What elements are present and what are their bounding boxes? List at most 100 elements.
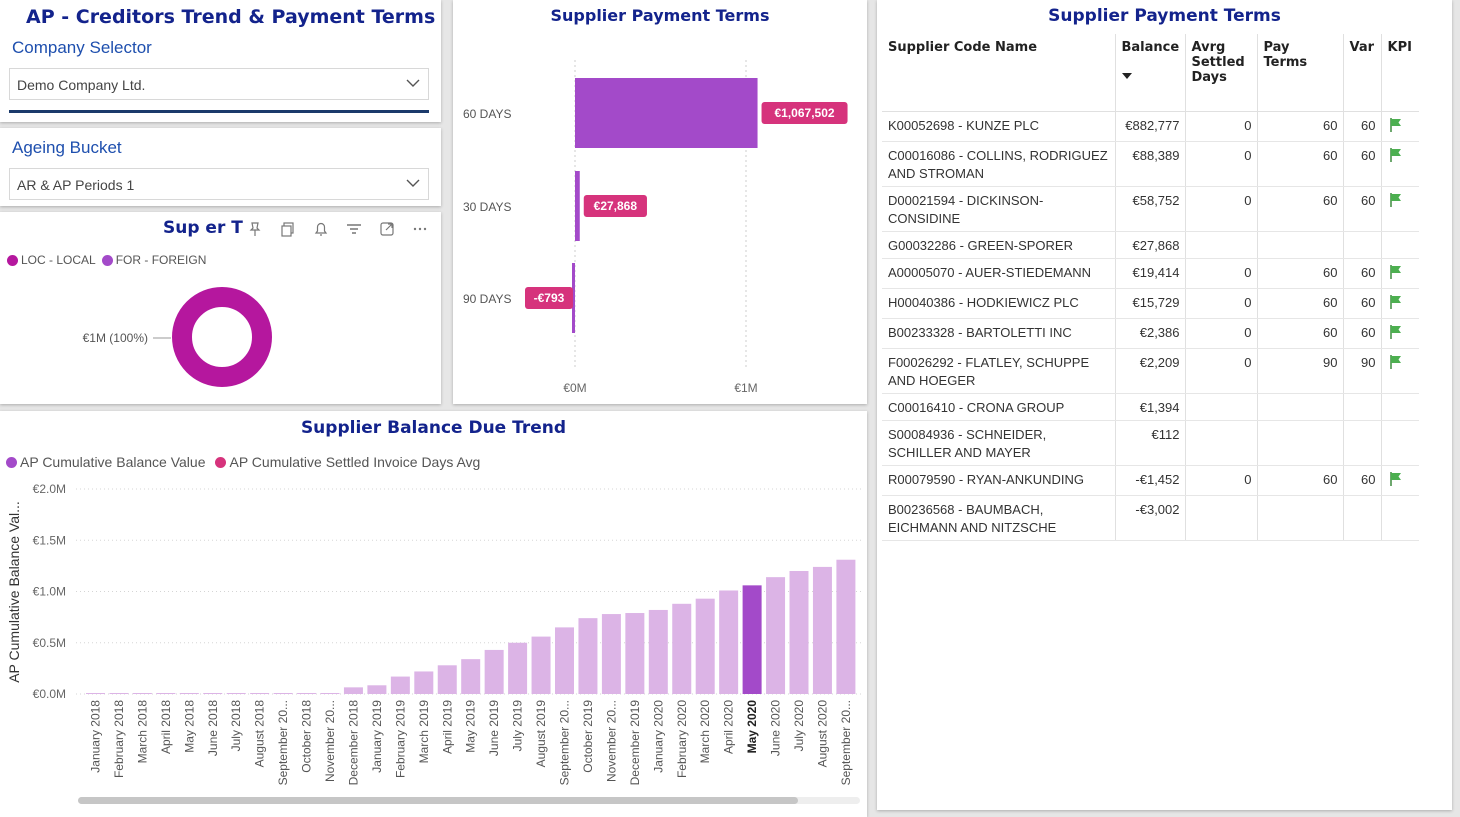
green-flag-icon [1389, 294, 1401, 309]
trend-bar[interactable] [390, 676, 410, 694]
legend-item-settled-days[interactable]: AP Cumulative Settled Invoice Days Avg [215, 454, 480, 470]
table-row[interactable]: A00005070 - AUER-STIEDEMANN €19,414 0 60 60 [882, 258, 1419, 289]
ageing-dropdown[interactable]: AR & AP Periods 1 [9, 168, 429, 200]
table-row[interactable]: R00079590 - RYAN-ANKUNDING -€1,452 0 60 60 [882, 465, 1419, 496]
trend-bar[interactable] [672, 603, 692, 694]
table-title: Supplier Payment Terms [1048, 6, 1281, 26]
avg-settled-days-cell: 0 [1184, 111, 1257, 142]
payment-terms-bar[interactable] [572, 263, 575, 333]
trend-bar[interactable] [320, 693, 340, 694]
var-cell: 60 [1342, 288, 1381, 319]
kpi-cell [1380, 231, 1419, 259]
trend-bar[interactable] [719, 590, 739, 694]
trend-bar[interactable] [367, 685, 387, 694]
header-kpi[interactable]: KPI [1380, 34, 1419, 112]
table-row[interactable]: F00026292 - FLATLEY, SCHUPPE AND HOEGER €… [882, 348, 1419, 394]
trend-bar[interactable] [250, 693, 270, 694]
balance-cell: €112 [1114, 420, 1185, 466]
trend-bar[interactable] [86, 693, 105, 694]
payment-terms-bar[interactable] [575, 171, 580, 241]
legend-item-balance[interactable]: AP Cumulative Balance Value [6, 454, 205, 470]
x-tick-label: €1M [734, 381, 757, 395]
x-tick-label: February 2020 [675, 700, 689, 778]
var-cell [1342, 495, 1381, 541]
trend-bar[interactable] [836, 559, 856, 694]
x-tick-label: June 2019 [487, 700, 501, 756]
company-selector-panel: AP - Creditors Trend & Payment Terms Com… [0, 0, 441, 122]
trend-bar[interactable] [132, 693, 152, 694]
header-balance[interactable]: Balance [1114, 34, 1185, 112]
green-flag-icon [1389, 117, 1401, 132]
more-options-icon[interactable] [411, 220, 431, 238]
table-row[interactable]: D00021594 - DICKINSON-CONSIDINE €58,752 0 6… [882, 186, 1419, 232]
header-var[interactable]: Var [1342, 34, 1381, 112]
copy-icon[interactable] [279, 220, 299, 238]
balance-cell: €15,729 [1114, 288, 1185, 319]
data-label: -€793 [534, 291, 565, 305]
trend-bar[interactable] [461, 659, 481, 694]
company-dropdown-value: Demo Company Ltd. [17, 77, 146, 93]
trend-bar[interactable] [531, 636, 551, 694]
header-avg-settled-days[interactable]: Avrg Settled Days [1184, 34, 1257, 112]
payment-terms-table-panel: Supplier Payment Terms Supplier Code Nam… [877, 0, 1452, 810]
legend-item-foreign[interactable]: FOR - FOREIGN [101, 253, 206, 267]
table-row[interactable]: G00032286 - GREEN-SPORER €27,868 [882, 231, 1419, 259]
trend-bar[interactable] [648, 609, 668, 694]
trend-bar[interactable] [437, 665, 457, 694]
data-label: €1,067,502 [775, 106, 835, 120]
x-tick-label: February 2018 [112, 700, 126, 778]
trend-bar[interactable] [484, 649, 504, 694]
trend-bar[interactable] [578, 618, 598, 694]
trend-bar[interactable] [273, 693, 293, 694]
table-row[interactable]: C00016086 - COLLINS, RODRIGUEZ AND STROM… [882, 141, 1419, 187]
x-tick-label: July 2019 [511, 700, 525, 752]
trend-bar[interactable] [508, 642, 528, 694]
table-row[interactable]: K00052698 - KUNZE PLC €882,777 0 60 60 [882, 111, 1419, 142]
trend-bar[interactable] [601, 614, 621, 694]
trend-bar[interactable] [156, 693, 176, 694]
avg-settled-days-cell: 0 [1184, 258, 1257, 289]
legend-label: LOC - LOCAL [21, 253, 96, 267]
trend-bar[interactable] [555, 627, 574, 694]
table-row[interactable]: B00233328 - BARTOLETTI INC €2,386 0 60 60 [882, 318, 1419, 349]
table-row[interactable]: H00040386 - HODKIEWICZ PLC €15,729 0 60 60 [882, 288, 1419, 319]
company-dropdown[interactable]: Demo Company Ltd. [9, 68, 429, 100]
bell-icon[interactable] [312, 220, 332, 238]
pin-icon[interactable] [246, 220, 266, 238]
company-selector-label: Company Selector [12, 38, 152, 57]
trend-bar[interactable] [695, 598, 715, 694]
kpi-cell [1380, 420, 1419, 466]
payment-terms-bar[interactable] [575, 78, 758, 148]
trend-bar[interactable] [742, 585, 762, 694]
table-row[interactable]: C00016410 - CRONA GROUP €1,394 [882, 393, 1419, 421]
trend-bar[interactable] [812, 566, 832, 694]
table-row[interactable]: S00084936 - SCHNEIDER, SCHILLER AND MAYE… [882, 420, 1419, 466]
header-pay-terms[interactable]: Pay Terms [1256, 34, 1343, 112]
trend-bar[interactable] [226, 693, 246, 694]
horizontal-scrollbar[interactable] [78, 797, 798, 804]
avg-settled-days-cell: 0 [1184, 288, 1257, 319]
focus-mode-icon[interactable] [378, 220, 398, 238]
trend-bar[interactable] [625, 613, 645, 694]
header-supplier[interactable]: Supplier Code Name [882, 34, 1115, 112]
pay-terms-cell: 60 [1256, 186, 1343, 232]
legend-item-local[interactable]: LOC - LOCAL [7, 253, 96, 267]
trend-bar[interactable] [179, 693, 199, 694]
donut-slice-local[interactable] [172, 287, 272, 387]
table-row[interactable]: B00236568 - BAUMBACH, EICHMANN AND NITZS… [882, 495, 1419, 541]
trend-bar[interactable] [297, 693, 317, 694]
var-cell: 60 [1342, 465, 1381, 496]
trend-bar[interactable] [343, 687, 363, 694]
trend-bar[interactable] [766, 577, 786, 694]
kpi-cell [1380, 393, 1419, 421]
supplier-name-cell: B00233328 - BARTOLETTI INC [882, 318, 1115, 349]
trend-bar[interactable] [109, 693, 129, 694]
trend-bar[interactable] [203, 693, 223, 694]
legend-dot [215, 456, 227, 468]
avg-settled-days-cell [1184, 420, 1257, 466]
trend-bar[interactable] [789, 571, 809, 694]
trend-bar[interactable] [414, 671, 434, 694]
filter-icon[interactable] [345, 220, 365, 238]
green-flag-icon [1389, 264, 1401, 279]
kpi-cell [1380, 465, 1419, 496]
